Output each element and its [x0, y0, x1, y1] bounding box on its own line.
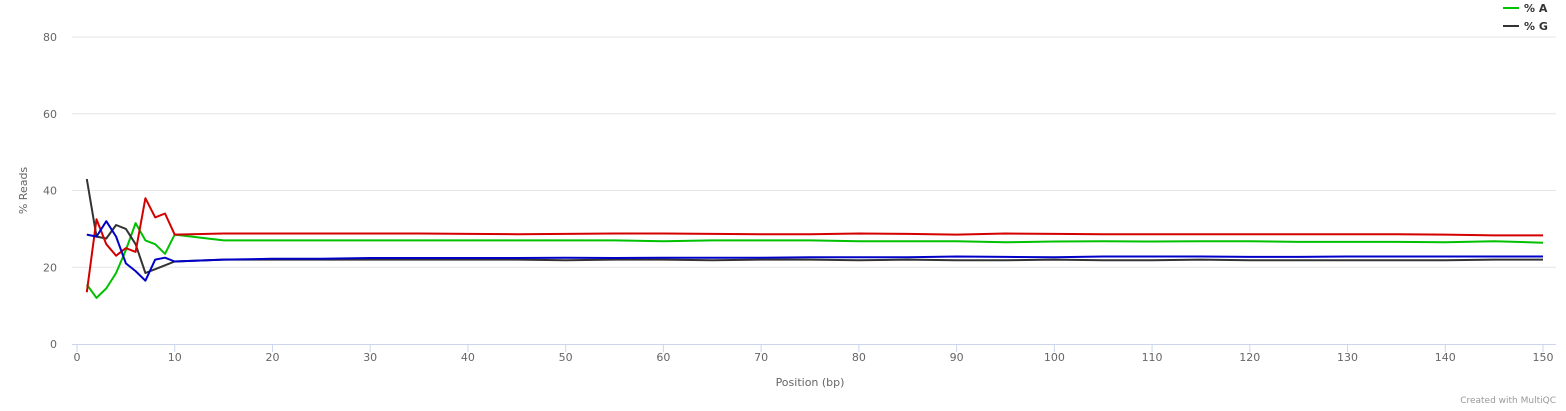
- x-tick-label: 40: [461, 351, 475, 364]
- y-tick-label: 20: [43, 261, 57, 274]
- legend-label: % A: [1524, 2, 1548, 15]
- x-tick-label: 70: [754, 351, 768, 364]
- y-tick-label: 60: [43, 108, 57, 121]
- y-tick-label: 0: [50, 338, 57, 351]
- x-tick-label: 80: [852, 351, 866, 364]
- x-axis-title: Position (bp): [776, 376, 845, 389]
- x-tick-label: 50: [559, 351, 573, 364]
- legend-item[interactable]: % G: [1503, 20, 1548, 33]
- y-tick-label: 80: [43, 31, 57, 44]
- grid-lines: [72, 36, 1556, 268]
- legend-item[interactable]: % A: [1503, 2, 1548, 15]
- x-tick-label: 10: [168, 351, 182, 364]
- series-line-1[interactable]: [85, 222, 1544, 299]
- legend-label: % G: [1524, 20, 1548, 33]
- y-tick-label: 40: [43, 185, 57, 198]
- series-line-2[interactable]: [85, 178, 1543, 274]
- axes: 0 20 40 60 80 0 10 20 30 40 50 60 70 80 90 100 110 120 130…: [43, 31, 1556, 364]
- x-tick-label: 130: [1337, 351, 1358, 364]
- legend[interactable]: % A % G: [1503, 2, 1548, 33]
- series-lines: [85, 178, 1544, 299]
- x-tick-label: 90: [950, 351, 964, 364]
- x-tick-label: 20: [265, 351, 279, 364]
- x-tick-label: 150: [1533, 351, 1554, 364]
- x-tick-label: 30: [363, 351, 377, 364]
- x-tick-label: 140: [1435, 351, 1456, 364]
- series-line-4[interactable]: [86, 220, 1543, 282]
- x-tick-label: 60: [656, 351, 670, 364]
- x-tick-label: 120: [1239, 351, 1260, 364]
- x-tick-label: 0: [74, 351, 81, 364]
- x-tick-label: 100: [1044, 351, 1065, 364]
- x-tick-label: 110: [1142, 351, 1163, 364]
- credit-text[interactable]: Created with MultiQC: [1460, 396, 1556, 406]
- series-line-3[interactable]: [85, 197, 1543, 293]
- y-axis-title: % Reads: [17, 167, 30, 215]
